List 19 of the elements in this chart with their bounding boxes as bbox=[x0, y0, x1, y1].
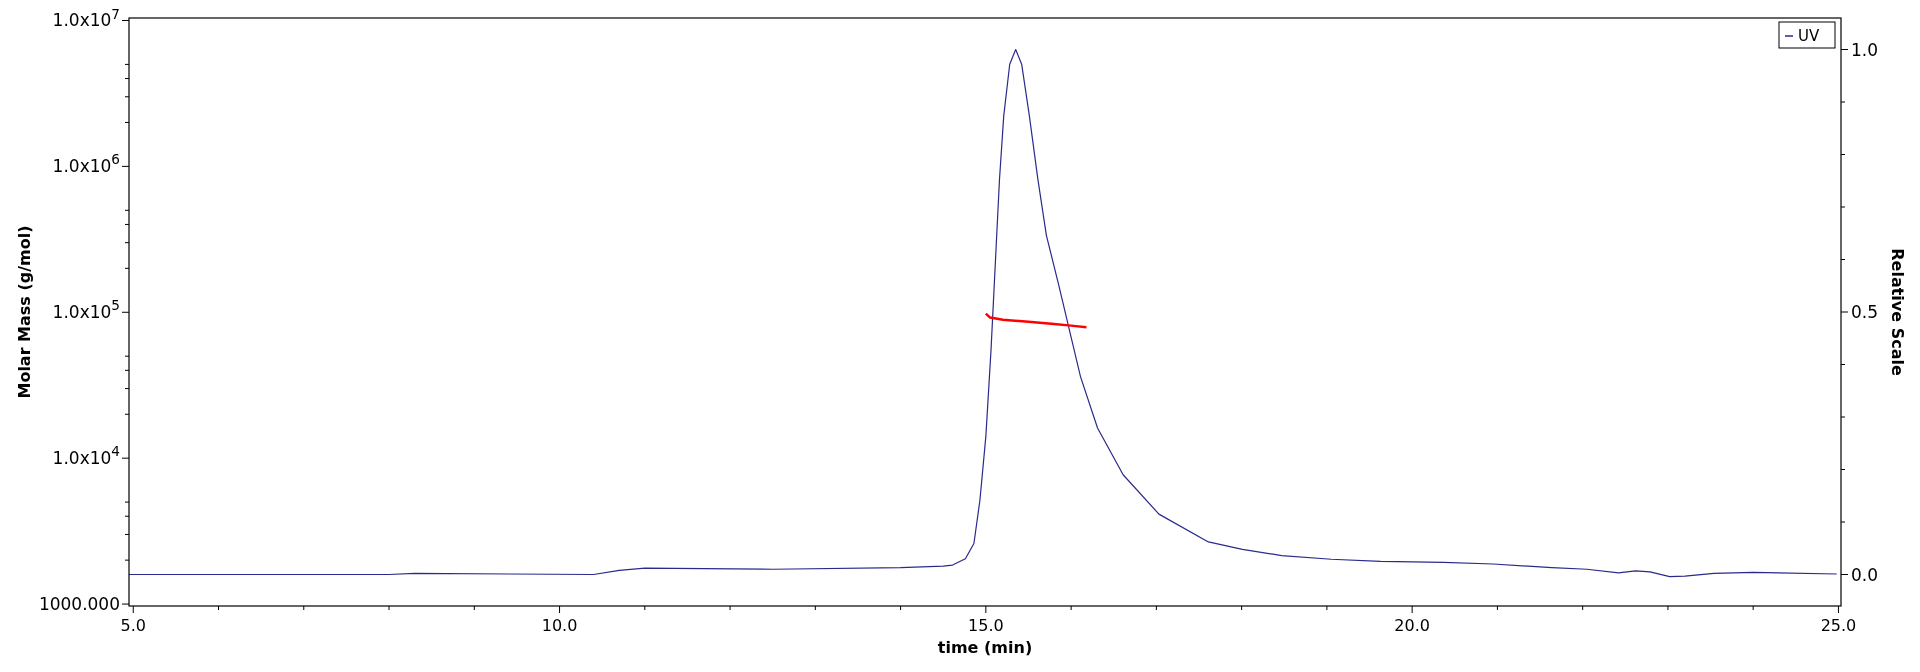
x-axis-title: time (min) bbox=[937, 638, 1033, 657]
line-series bbox=[984, 312, 1088, 329]
x-tick-label: 20.0 bbox=[1394, 616, 1430, 635]
line-series bbox=[128, 48, 1838, 578]
y-tick-label: 1.0x10$^{6}$ bbox=[52, 151, 120, 177]
y-tick-label: 1000.000 bbox=[38, 594, 120, 615]
y-tick-label: 1.0x10$^{4}$ bbox=[52, 443, 120, 469]
y2-axis-title: Relative Scale bbox=[1888, 248, 1907, 376]
y2-tick-label: 0.5 bbox=[1851, 302, 1879, 322]
y-tick-label: 1.0x10$^{7}$ bbox=[52, 5, 120, 31]
y-axis-title: Molar Mass (g/mol) bbox=[15, 225, 34, 399]
y2-tick-label: 0.0 bbox=[1851, 564, 1879, 585]
x-tick-label: 5.0 bbox=[120, 616, 146, 635]
x-tick-label: 10.0 bbox=[541, 616, 578, 635]
x-tick-label: 25.0 bbox=[1820, 616, 1857, 635]
x-tick-label: 15.0 bbox=[968, 616, 1004, 635]
y2-tick-label: 1.0 bbox=[1851, 39, 1879, 60]
y-tick-label: 1.0x10$^{5}$ bbox=[52, 297, 120, 323]
legend-label: UV bbox=[1798, 27, 1820, 45]
